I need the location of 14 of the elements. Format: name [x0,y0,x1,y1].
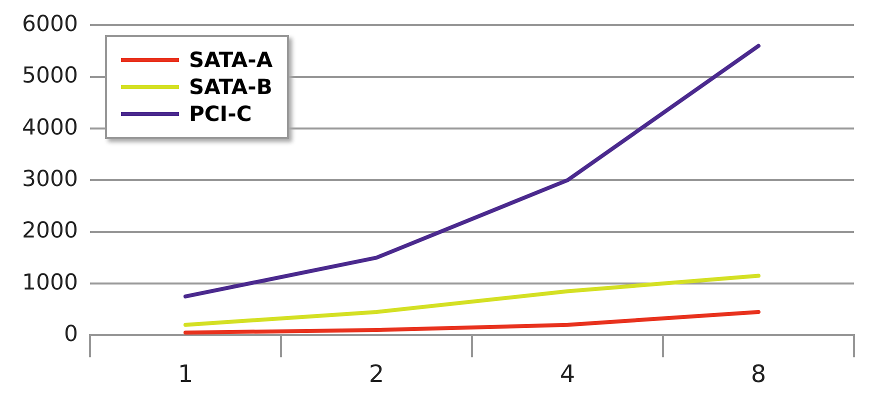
legend-label: SATA-A [188,48,273,72]
y-tick-label: 5000 [22,64,78,89]
x-tick-label: 4 [560,360,576,388]
y-tick-label: 1000 [22,270,78,296]
y-tick-label: 3000 [22,166,78,192]
y-tick-label: 6000 [22,12,78,37]
x-tick-label: 1 [178,360,194,388]
y-tick-label: 4000 [22,115,78,140]
x-tick-label: 2 [368,360,384,388]
y-tick-label: 2000 [22,218,78,244]
x-tick-label: 8 [750,360,766,388]
y-tick-label: 0 [64,322,78,347]
legend-label: PCI-C [188,102,252,126]
legend-label: SATA-B [188,75,272,100]
